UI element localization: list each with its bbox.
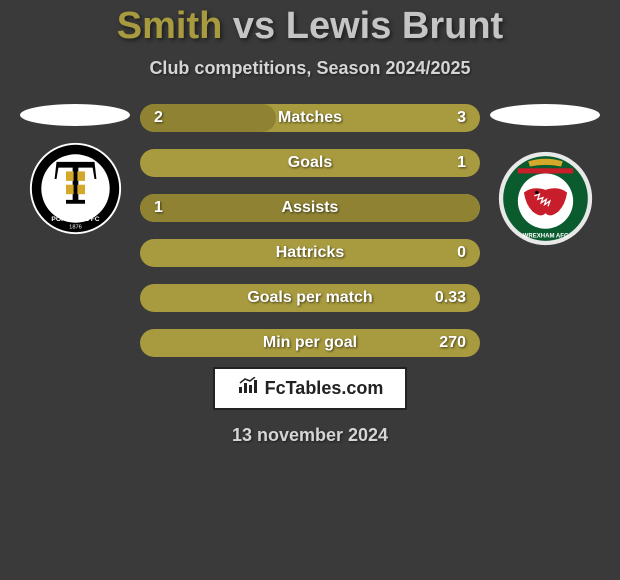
footer-brand-text: FcTables.com (265, 378, 384, 399)
title-player-right: Lewis Brunt (286, 5, 503, 47)
stat-bar-matches: 2Matches3 (140, 104, 480, 132)
bar-value-right: 270 (439, 334, 466, 352)
left-club-badge: PORT VALE FC 1876 (28, 141, 123, 236)
bar-value-right: 0 (457, 244, 466, 262)
bar-value-right: 3 (457, 109, 466, 127)
bar-label: Matches (140, 109, 480, 127)
comparison-title: Smith vs Lewis Brunt (117, 5, 503, 48)
stat-bar-goals-per-match: Goals per match0.33 (140, 284, 480, 312)
left-ellipse (20, 104, 130, 126)
bar-value-right: 0.33 (435, 289, 466, 307)
bar-label: Min per goal (140, 334, 480, 352)
svg-text:1876: 1876 (69, 224, 82, 230)
svg-text:WREXHAM AFC: WREXHAM AFC (522, 233, 568, 239)
badge-left-text: PORT VALE FC (51, 216, 99, 223)
chart-icon (237, 377, 259, 400)
right-ellipse (490, 104, 600, 126)
right-column: WREXHAM AFC (495, 104, 595, 246)
bar-label: Assists (140, 199, 480, 217)
stat-bar-assists: 1Assists (140, 194, 480, 222)
title-player-left: Smith (117, 5, 223, 47)
stat-bar-min-per-goal: Min per goal270 (140, 329, 480, 357)
stat-bar-goals: Goals1 (140, 149, 480, 177)
footer-date: 13 november 2024 (232, 425, 388, 446)
right-club-badge: WREXHAM AFC (498, 151, 593, 246)
left-column: PORT VALE FC 1876 (25, 104, 125, 236)
bar-label: Goals (140, 154, 480, 172)
main-content: PORT VALE FC 1876 2Matches3Goals11Assist… (0, 104, 620, 357)
title-vs: vs (233, 5, 275, 47)
bar-label: Goals per match (140, 289, 480, 307)
subtitle: Club competitions, Season 2024/2025 (149, 58, 470, 79)
stat-bar-hattricks: Hattricks0 (140, 239, 480, 267)
bar-label: Hattricks (140, 244, 480, 262)
bar-value-right: 1 (457, 154, 466, 172)
footer-brand-box: FcTables.com (213, 367, 408, 410)
stats-bars: 2Matches3Goals11AssistsHattricks0Goals p… (140, 104, 480, 357)
